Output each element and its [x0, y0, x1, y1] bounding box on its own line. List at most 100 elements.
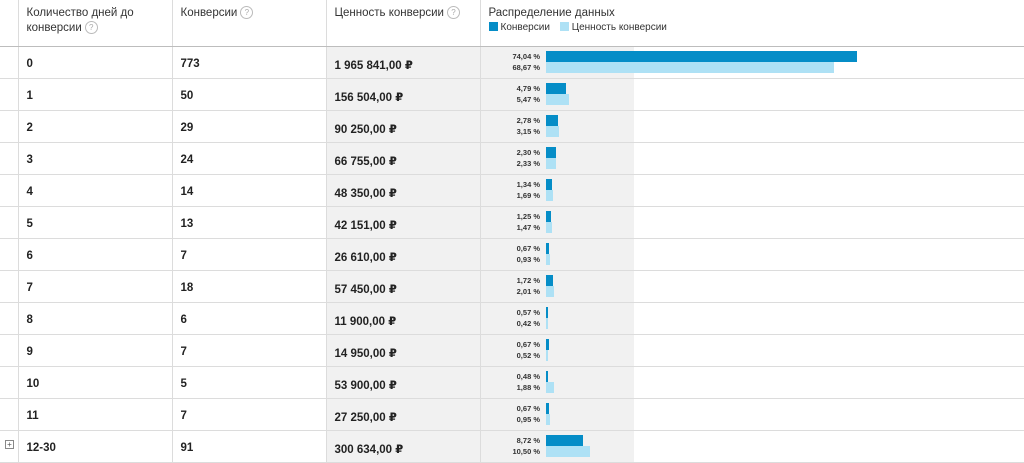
distribution-cell: 1,72 %2,01 %: [634, 271, 1024, 303]
conversions-cell: 29: [172, 111, 326, 143]
value-cell: 300 634,00 ₽: [326, 431, 480, 463]
legend-value-swatch: [560, 22, 569, 31]
days-cell: 7: [18, 271, 172, 303]
distribution-bars: 1,25 %1,47 %: [480, 207, 1020, 239]
conversions-percent: 4,79 %: [480, 84, 540, 94]
value-cell: 90 250,00 ₽: [326, 111, 480, 143]
value-bar: [546, 254, 550, 265]
value-cell: 14 950,00 ₽: [326, 335, 480, 367]
value-bar: [546, 318, 548, 329]
row-control-cell: [0, 175, 18, 207]
value-percent: 2,33 %: [480, 159, 540, 169]
conversions-percent: 2,30 %: [480, 148, 540, 158]
value-cell: 26 610,00 ₽: [326, 239, 480, 271]
value-cell: 57 450,00 ₽: [326, 271, 480, 303]
conversions-cell: 6: [172, 303, 326, 335]
conversions-cell: 7: [172, 239, 326, 271]
conversions-bar: [546, 147, 556, 158]
legend-value-label: Ценность конверсии: [572, 22, 667, 33]
value-bar: [546, 446, 590, 457]
distribution-bars: 74,04 %68,67 %: [480, 47, 1020, 79]
value-percent: 0,93 %: [480, 255, 540, 265]
conversions-bar: [546, 179, 552, 190]
distribution-cell: 2,78 %3,15 %: [634, 111, 1024, 143]
header-conversions[interactable]: Конверсии?: [172, 0, 326, 47]
days-cell: 10: [18, 367, 172, 399]
table-header-row: Количество дней до конверсии? Конверсии?…: [0, 0, 1024, 47]
value-cell: 1 965 841,00 ₽: [326, 47, 480, 79]
conversions-percent: 1,34 %: [480, 180, 540, 190]
help-icon[interactable]: ?: [447, 6, 460, 19]
days-cell: 1: [18, 79, 172, 111]
days-cell: 2: [18, 111, 172, 143]
distribution-bars: 2,30 %2,33 %: [480, 143, 1020, 175]
value-percent: 10,50 %: [480, 447, 540, 457]
days-cell: 4: [18, 175, 172, 207]
distribution-bars: 0,67 %0,52 %: [480, 335, 1020, 367]
conversions-percent: 0,48 %: [480, 372, 540, 382]
legend-conversions-label: Конверсии: [501, 22, 550, 33]
conversions-cell: 50: [172, 79, 326, 111]
value-percent: 3,15 %: [480, 127, 540, 137]
conversions-bar: [546, 243, 549, 254]
distribution-cell: 1,34 %1,69 %: [634, 175, 1024, 207]
distribution-bars: 4,79 %5,47 %: [480, 79, 1020, 111]
conversions-cell: 773: [172, 47, 326, 79]
value-percent: 0,42 %: [480, 319, 540, 329]
value-bar: [546, 286, 554, 297]
help-icon[interactable]: ?: [240, 6, 253, 19]
days-cell: 12-30: [18, 431, 172, 463]
header-conversions-label: Конверсии: [181, 7, 238, 19]
distribution-bars: 0,57 %0,42 %: [480, 303, 1020, 335]
row-control-cell: [0, 239, 18, 271]
value-percent: 0,95 %: [480, 415, 540, 425]
conversions-bar: [546, 51, 857, 62]
conversions-cell: 5: [172, 367, 326, 399]
value-bar: [546, 94, 569, 105]
legend-conversions: Конверсии: [489, 22, 550, 33]
header-distribution: Распределение данных Конверсии Ценность …: [480, 0, 1024, 47]
help-icon[interactable]: ?: [85, 21, 98, 34]
conversions-cell: 91: [172, 431, 326, 463]
distribution-cell: 1,25 %1,47 %: [634, 207, 1024, 239]
conversions-cell: 24: [172, 143, 326, 175]
value-percent: 1,69 %: [480, 191, 540, 201]
header-days[interactable]: Количество дней до конверсии?: [18, 0, 172, 47]
expand-icon[interactable]: +: [5, 440, 14, 449]
value-percent: 2,01 %: [480, 287, 540, 297]
value-bar: [546, 190, 553, 201]
row-control-cell: [0, 303, 18, 335]
value-percent: 1,47 %: [480, 223, 540, 233]
distribution-cell: 0,48 %1,88 %: [634, 367, 1024, 399]
value-bar: [546, 126, 559, 137]
distribution-cell: 0,67 %0,95 %: [634, 399, 1024, 431]
conversions-percent: 8,72 %: [480, 436, 540, 446]
days-cell: 9: [18, 335, 172, 367]
conversions-percent: 1,72 %: [480, 276, 540, 286]
row-control-cell: [0, 399, 18, 431]
header-value[interactable]: Ценность конверсии?: [326, 0, 480, 47]
conversions-percent: 0,67 %: [480, 244, 540, 254]
value-bar: [546, 222, 552, 233]
conversions-percent: 0,67 %: [480, 404, 540, 414]
row-control-cell: [0, 335, 18, 367]
value-cell: 53 900,00 ₽: [326, 367, 480, 399]
value-cell: 42 151,00 ₽: [326, 207, 480, 239]
value-cell: 11 900,00 ₽: [326, 303, 480, 335]
row-control-cell: [0, 367, 18, 399]
row-control-cell: [0, 111, 18, 143]
distribution-bars: 2,78 %3,15 %: [480, 111, 1020, 143]
